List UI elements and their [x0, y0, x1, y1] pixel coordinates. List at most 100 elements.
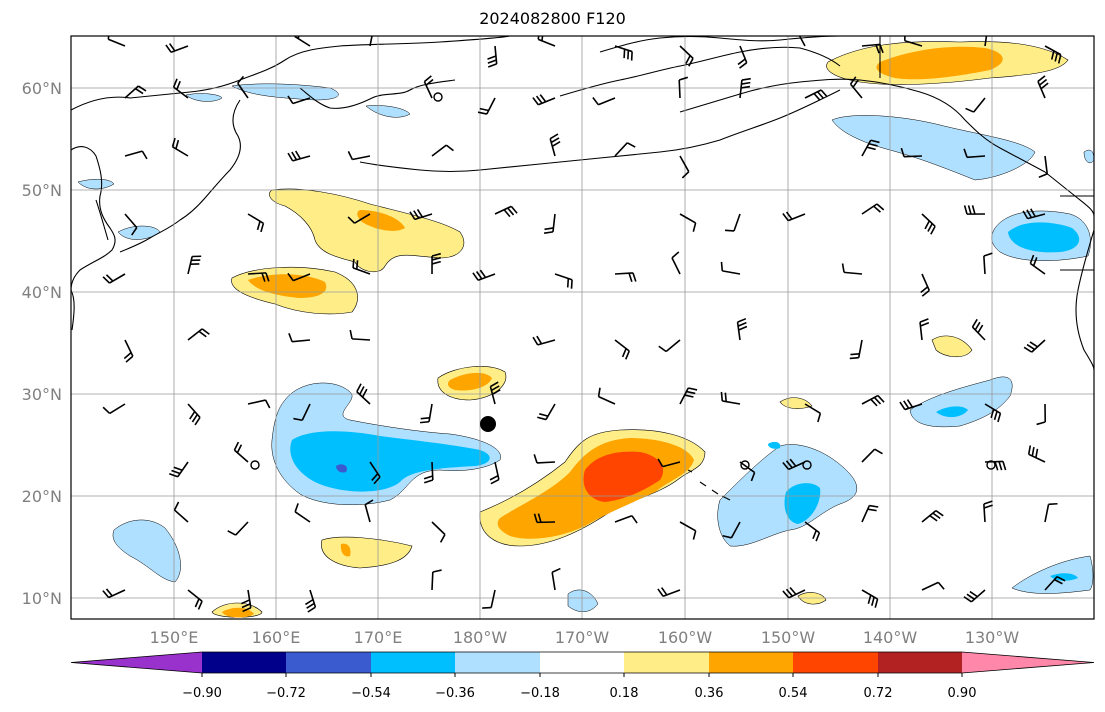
wind-barb-feather [628, 272, 633, 282]
wind-barb-shaft [354, 213, 371, 224]
wind-barb-feather [431, 260, 441, 265]
wind-barb-feather [1048, 502, 1058, 506]
wind-barb-shaft [369, 36, 373, 47]
wind-barb-feather [173, 501, 180, 511]
hawaii-islands [687, 469, 731, 501]
colorbar [70, 651, 1095, 677]
colorbar-segment [793, 652, 878, 673]
wind-barb-shaft [966, 155, 986, 159]
storm-center-marker [480, 416, 496, 432]
wind-barb [494, 205, 518, 218]
wind-barb-shaft [1044, 504, 1050, 523]
wind-barb-feather [738, 325, 748, 331]
wind-barb-feather [197, 600, 203, 610]
wind-barb-shaft [301, 403, 311, 421]
wind-barb-feather [536, 335, 543, 345]
wind-barb [554, 273, 573, 289]
wind-barb-feather [870, 398, 878, 407]
wind-barb [233, 441, 249, 463]
wind-barb-shaft [423, 81, 433, 99]
colorbar-extend-min [71, 652, 202, 673]
lon-label: 180°W [453, 628, 508, 647]
wind-barb-shaft [921, 509, 937, 523]
wind-barb-shaft [861, 43, 880, 47]
wind-barb-shaft [733, 213, 741, 232]
wind-barb-shaft [614, 45, 633, 53]
wind-barb-feather [491, 385, 500, 392]
negative-region-sw [112, 519, 181, 583]
wind-barb-feather [692, 222, 697, 232]
positive-region-nw-pacific [269, 188, 465, 273]
aleutian-chain [359, 89, 841, 173]
wind-barb-shaft [292, 155, 311, 162]
wind-barb-shaft [861, 448, 876, 463]
wind-barb-feather [297, 36, 300, 39]
wind-barb [971, 318, 986, 341]
wind-barb-feather [813, 93, 821, 101]
wind-barb-feather [293, 417, 303, 422]
wind-barb [477, 97, 496, 115]
wind-barb-feather [233, 441, 240, 451]
wind-barb-feather [489, 474, 499, 481]
colorbar-tick-label: −0.36 [435, 686, 475, 701]
wind-barb-feather [237, 75, 245, 84]
wind-barb [287, 272, 311, 282]
wind-barb [921, 581, 945, 591]
wind-barb-shaft [614, 142, 628, 157]
wind-barb-feather [684, 394, 694, 398]
wind-barb [861, 43, 884, 54]
wind-barb-feather [131, 227, 138, 236]
wind-barb-feather [626, 142, 636, 148]
wind-barb-feather [785, 211, 793, 220]
wind-barb-feather [724, 392, 727, 402]
wind-barb [804, 89, 828, 101]
wind-barb-feather [919, 318, 929, 323]
wind-barb-shaft [352, 267, 371, 275]
wind-barb-feather [971, 318, 978, 328]
wind-barb-shaft [722, 400, 741, 405]
wind-barb [899, 399, 923, 411]
wind-barb [679, 387, 698, 405]
lon-label: 160°W [658, 628, 713, 647]
wind-barb-feather [900, 147, 905, 157]
wind-barb-feather [172, 78, 178, 88]
wind-barb-shaft [187, 589, 203, 602]
wind-barb [168, 461, 189, 478]
wind-barb [369, 36, 373, 47]
wind-barb-shaft [665, 339, 681, 353]
wind-barb-feather [867, 594, 872, 604]
wind-barb [736, 317, 748, 341]
wind-barb-feather [551, 141, 561, 147]
wind-barb-feather [201, 328, 210, 335]
wind-barb-shaft [294, 36, 311, 47]
wind-barb-shaft [679, 155, 690, 173]
wind-barb-feather [983, 252, 993, 257]
colorbar-labels: −0.90 −0.72 −0.54 −0.36 −0.18 0.18 0.36 … [182, 686, 976, 701]
wind-barb-feather [241, 603, 251, 609]
wind-barb-feather [423, 75, 432, 83]
wind-barb-feather [930, 225, 936, 235]
wind-barb [356, 383, 371, 405]
wind-barb [614, 142, 636, 157]
wind-barb [1027, 445, 1046, 463]
wind-barb [293, 403, 311, 422]
wind-barb-shaft [857, 339, 863, 358]
wind-barb-feather [487, 63, 497, 68]
wind-barb-shaft [537, 38, 556, 47]
wind-barb-feather [175, 139, 180, 150]
wind-barb-feather [815, 532, 821, 542]
wind-barb-feather [373, 476, 381, 485]
wind-barb-feather [782, 461, 790, 470]
wind-barb [171, 137, 189, 157]
wind-barb [782, 211, 806, 222]
wind-barb-shaft [477, 273, 496, 281]
wind-barb-shaft [844, 271, 863, 275]
wind-barb [965, 97, 986, 113]
negative-core-small [336, 464, 348, 473]
wind-barb-feather [867, 508, 877, 512]
wind-barb [861, 589, 879, 608]
wind-barb [679, 521, 697, 540]
lat-label: 40°N [22, 283, 62, 302]
wind-barb-feather [597, 387, 601, 397]
